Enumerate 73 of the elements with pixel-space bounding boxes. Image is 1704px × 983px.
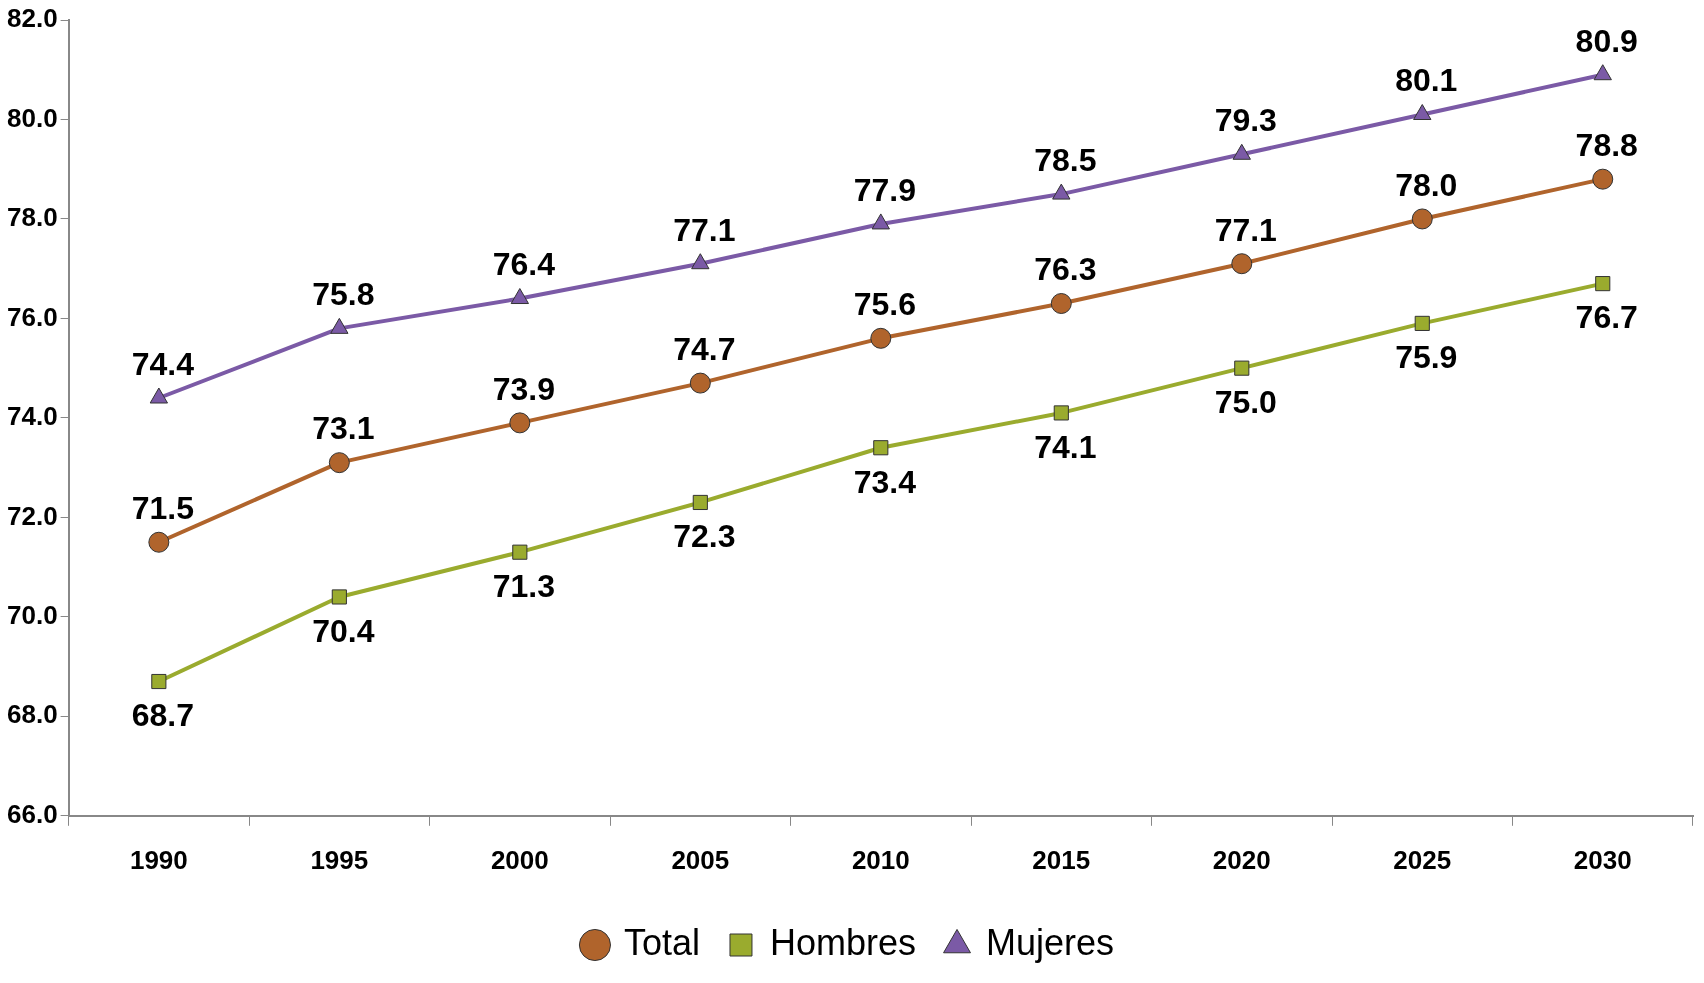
point [512, 544, 528, 560]
y-tick-label: 72.0 [6, 500, 58, 531]
data-label: 78.8 [1575, 126, 1638, 163]
data-label: 73.4 [853, 463, 917, 500]
legend-label: Total [623, 921, 700, 963]
x-tick-label: 2030 [1573, 844, 1632, 875]
y-tick-label: 66.0 [6, 798, 58, 829]
point [151, 673, 167, 690]
y-tick-label: 74.0 [6, 401, 58, 432]
point [1050, 293, 1072, 314]
y-tick-label: 76.0 [6, 301, 58, 332]
data-label: 80.1 [1395, 62, 1458, 99]
x-tick-label: 2020 [1212, 844, 1271, 875]
point [1413, 104, 1432, 120]
point [1232, 143, 1251, 160]
legend-label: Hombres [769, 921, 917, 963]
data-label: 77.9 [853, 171, 916, 208]
data-label: 68.7 [131, 697, 194, 734]
point [148, 531, 170, 553]
data-label: 77.1 [673, 211, 736, 248]
data-label: 80.9 [1575, 22, 1638, 59]
data-label: 78.0 [1395, 166, 1458, 203]
point [691, 253, 710, 270]
data-label: 74.7 [673, 330, 736, 367]
data-label: 70.4 [312, 612, 375, 649]
data-label: 76.4 [492, 246, 556, 283]
point [1234, 360, 1250, 376]
y-tick-label: 78.0 [6, 202, 58, 233]
data-label: 75.9 [1395, 339, 1458, 376]
data-label: 74.4 [131, 345, 195, 382]
point [1593, 64, 1612, 81]
point [1595, 276, 1611, 292]
data-label: 76.7 [1575, 299, 1638, 336]
point [1592, 168, 1614, 190]
data-label: 71.3 [492, 568, 555, 605]
x-tick-label: 2000 [490, 844, 549, 875]
data-label: 75.8 [312, 276, 375, 313]
point [871, 213, 890, 230]
point [509, 412, 531, 434]
point [1414, 315, 1430, 331]
point [1411, 208, 1433, 230]
x-tick-label: 1995 [310, 844, 369, 875]
x-tick-label: 2005 [671, 844, 730, 875]
data-label: 78.5 [1034, 141, 1097, 178]
y-tick-label: 68.0 [6, 699, 58, 730]
point [510, 288, 529, 305]
data-label: 71.5 [131, 490, 194, 527]
point [873, 440, 889, 456]
data-label: 75.6 [853, 286, 916, 323]
data-label: 76.3 [1034, 251, 1097, 288]
x-tick-label: 1990 [129, 844, 188, 875]
x-tick-label: 2015 [1032, 844, 1091, 875]
point [1052, 183, 1071, 200]
point [328, 452, 350, 474]
data-label: 73.1 [312, 410, 375, 447]
point [692, 494, 708, 511]
point [689, 372, 711, 394]
data-label: 79.3 [1214, 102, 1277, 139]
y-tick-label: 80.0 [6, 102, 58, 133]
data-label: 77.1 [1214, 211, 1277, 248]
data-label: 72.3 [673, 518, 736, 555]
y-tick-label: 82.0 [6, 3, 58, 34]
y-tick-label: 70.0 [6, 600, 58, 631]
point [870, 327, 892, 349]
x-tick-label: 2025 [1393, 844, 1452, 875]
point [1053, 405, 1069, 421]
data-label: 73.9 [492, 370, 555, 407]
legend-label: Mujeres [986, 921, 1115, 963]
point [331, 589, 347, 605]
point [1231, 253, 1253, 275]
data-label: 74.1 [1034, 428, 1097, 465]
data-label: 75.0 [1214, 383, 1277, 420]
x-tick-label: 2010 [851, 844, 910, 875]
